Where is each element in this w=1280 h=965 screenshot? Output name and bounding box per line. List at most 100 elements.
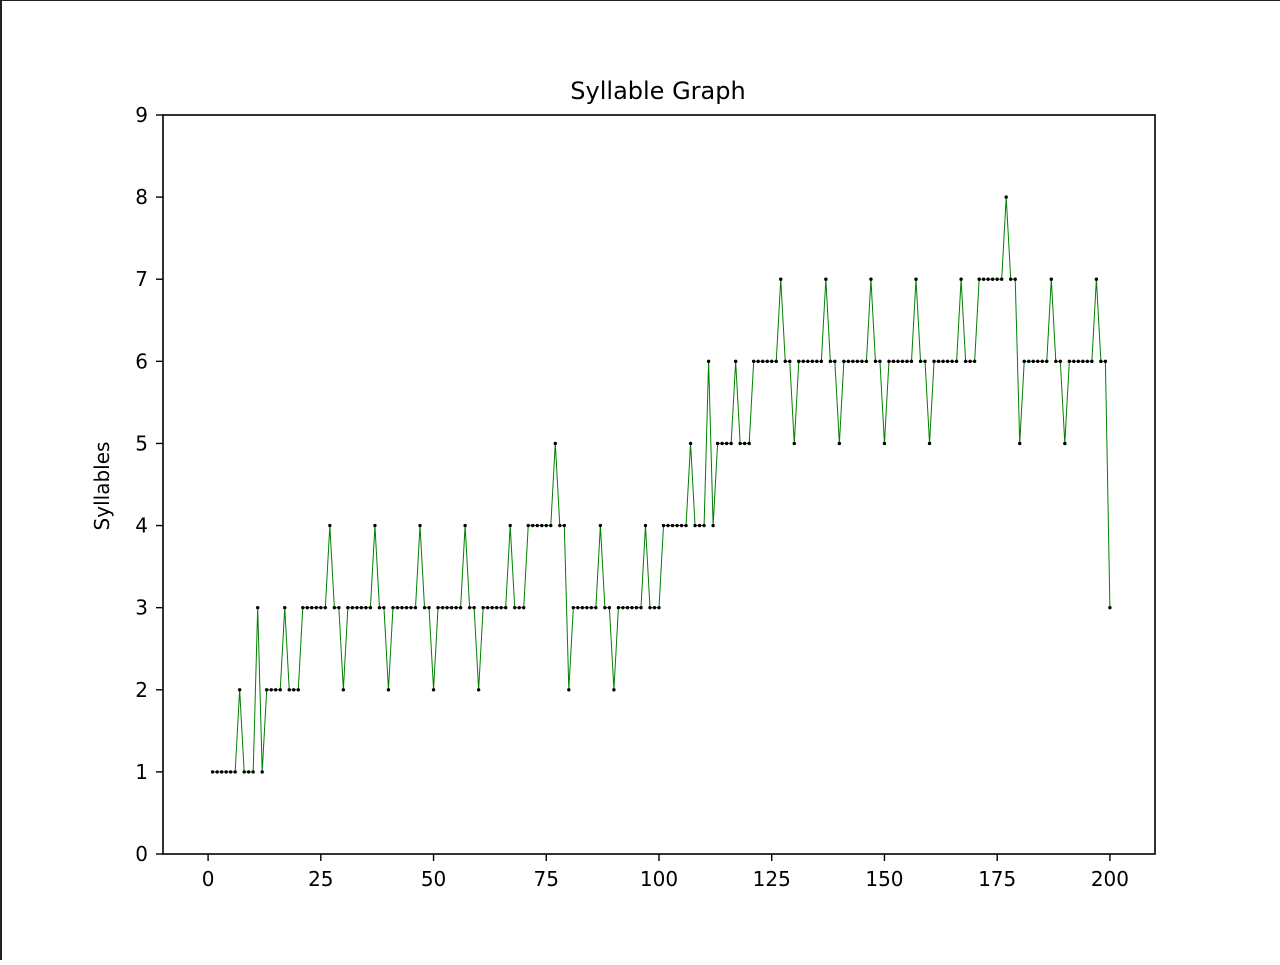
data-point bbox=[1054, 359, 1058, 364]
data-point bbox=[648, 605, 652, 610]
data-point bbox=[580, 605, 585, 610]
data-point bbox=[693, 523, 697, 528]
data-point bbox=[346, 605, 350, 610]
data-point bbox=[585, 605, 589, 610]
data-point bbox=[287, 688, 291, 692]
data-point bbox=[332, 605, 337, 610]
data-point bbox=[751, 359, 756, 364]
data-point bbox=[724, 441, 729, 446]
data-point bbox=[815, 359, 819, 364]
data-point bbox=[310, 605, 314, 610]
data-point bbox=[364, 605, 368, 610]
data-point bbox=[950, 359, 954, 364]
data-point bbox=[860, 359, 864, 364]
data-point bbox=[391, 605, 395, 610]
x-tick-label: 200 bbox=[1091, 867, 1129, 891]
data-point bbox=[981, 277, 986, 281]
data-point bbox=[1045, 359, 1049, 364]
data-point bbox=[873, 359, 878, 364]
data-point bbox=[742, 441, 747, 446]
chart-title: Syllable Graph bbox=[570, 77, 745, 105]
x-tick-label: 25 bbox=[308, 867, 333, 891]
data-point bbox=[418, 523, 422, 528]
y-tick-label: 2 bbox=[135, 678, 148, 702]
data-point bbox=[494, 605, 499, 610]
data-point bbox=[458, 605, 463, 610]
y-tick-label: 0 bbox=[135, 842, 148, 866]
data-point bbox=[1081, 359, 1085, 364]
data-point bbox=[210, 770, 215, 774]
data-point bbox=[490, 605, 494, 610]
data-point bbox=[1063, 441, 1067, 446]
data-point bbox=[562, 523, 567, 528]
data-point bbox=[733, 359, 738, 364]
data-point bbox=[567, 688, 571, 692]
data-point bbox=[761, 359, 765, 364]
data-point bbox=[508, 523, 512, 528]
data-point bbox=[1072, 359, 1076, 364]
data-point bbox=[963, 359, 968, 364]
data-point bbox=[274, 688, 278, 692]
data-point bbox=[652, 605, 657, 610]
data-point bbox=[1058, 359, 1063, 364]
data-point bbox=[968, 359, 972, 364]
y-tick-label: 4 bbox=[135, 514, 148, 538]
y-axis-label: Syllables bbox=[90, 442, 114, 531]
data-point bbox=[729, 441, 733, 446]
data-point bbox=[639, 605, 643, 610]
y-tick-label: 5 bbox=[135, 431, 148, 455]
data-point bbox=[269, 688, 273, 692]
axes-layer: 0 25 50 75 100 125 150 175 200 0 1 2 3 4 5 6 7 8 9 bbox=[135, 103, 1129, 891]
data-point bbox=[576, 605, 580, 610]
data-point bbox=[941, 359, 945, 364]
data-point bbox=[936, 359, 941, 364]
data-point bbox=[436, 605, 440, 610]
data-point bbox=[909, 359, 914, 364]
data-point bbox=[999, 277, 1004, 281]
data-point bbox=[684, 523, 688, 528]
data-point bbox=[670, 523, 675, 528]
data-point bbox=[449, 605, 454, 610]
data-point bbox=[571, 605, 576, 610]
data-point bbox=[598, 523, 603, 528]
data-point bbox=[842, 359, 846, 364]
y-tick-label: 6 bbox=[135, 349, 148, 373]
data-point bbox=[228, 770, 233, 774]
data-point bbox=[891, 359, 896, 364]
data-point bbox=[855, 359, 860, 364]
data-point bbox=[1031, 359, 1035, 364]
data-point bbox=[301, 605, 305, 610]
data-point bbox=[625, 605, 630, 610]
data-point bbox=[454, 605, 458, 610]
data-point bbox=[959, 277, 963, 281]
x-tick-label: 100 bbox=[640, 867, 678, 891]
data-point bbox=[373, 523, 377, 528]
series-layer bbox=[210, 195, 1112, 774]
data-point bbox=[549, 523, 553, 528]
data-point bbox=[738, 441, 742, 446]
data-point bbox=[472, 605, 476, 610]
data-point bbox=[359, 605, 364, 610]
data-point bbox=[851, 359, 855, 364]
data-point bbox=[882, 441, 887, 446]
data-point bbox=[711, 523, 715, 528]
data-point bbox=[1040, 359, 1044, 364]
data-point bbox=[1009, 277, 1013, 281]
data-point bbox=[255, 605, 260, 610]
data-point bbox=[1085, 359, 1090, 364]
data-point bbox=[666, 523, 670, 528]
data-point bbox=[1022, 359, 1026, 364]
data-point bbox=[688, 441, 693, 446]
data-point bbox=[864, 359, 869, 364]
data-point bbox=[463, 523, 467, 528]
data-point bbox=[765, 359, 769, 364]
data-point bbox=[526, 523, 530, 528]
data-point bbox=[404, 605, 409, 610]
data-point bbox=[1108, 605, 1112, 610]
data-point bbox=[828, 359, 833, 364]
data-point bbox=[355, 605, 359, 610]
data-point bbox=[540, 523, 544, 528]
data-point bbox=[431, 688, 436, 692]
